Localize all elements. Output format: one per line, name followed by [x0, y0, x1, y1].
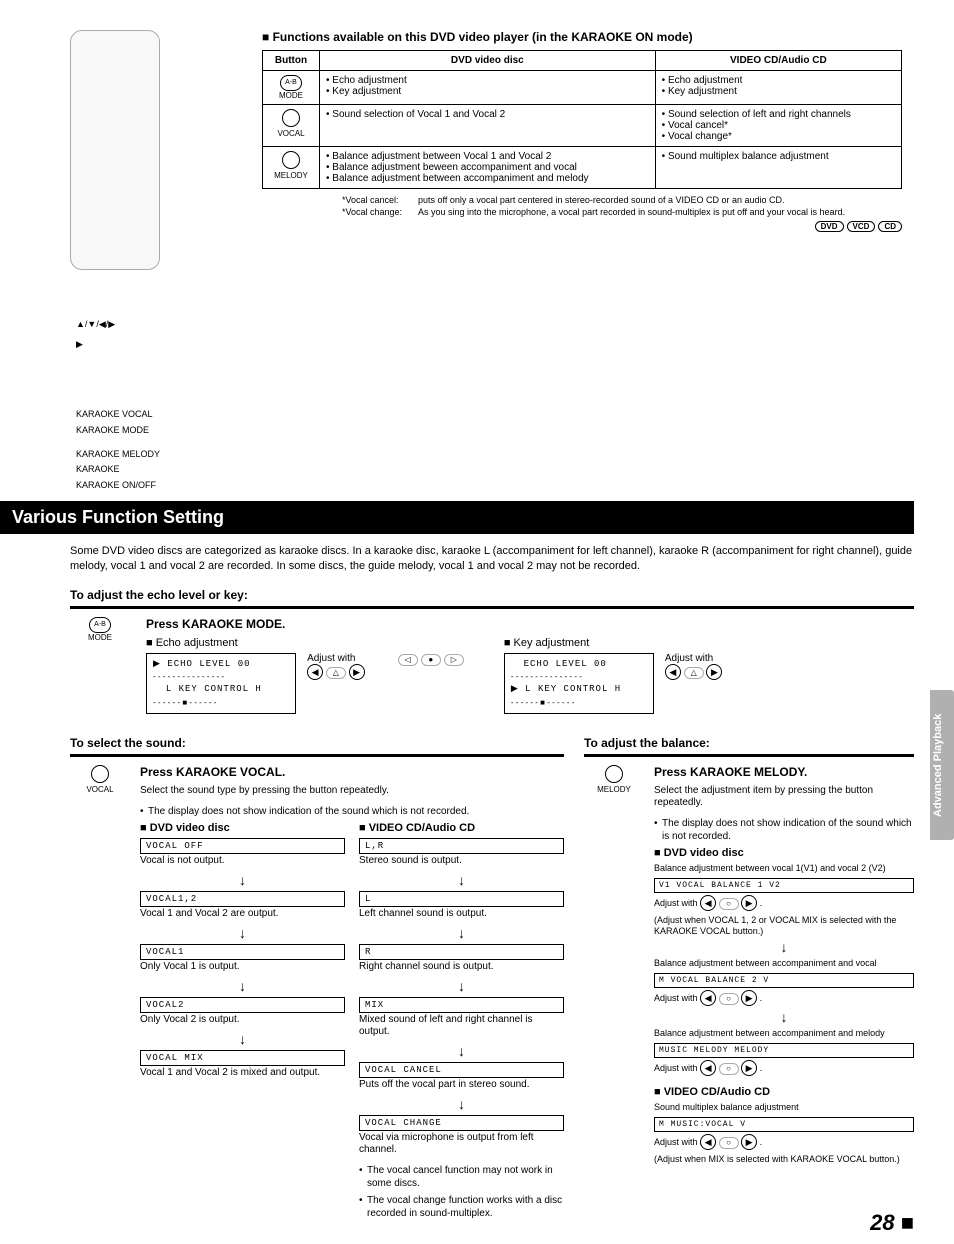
flow-item: RRight channel sound is output. [359, 944, 564, 973]
balance-cd-title: VIDEO CD/Audio CD [654, 1086, 914, 1098]
balance-cd-box: M MUSIC:VOCAL V [654, 1117, 914, 1132]
remote-play-label: ▶ [76, 340, 160, 350]
key-adj-title: Key adjustment [504, 637, 723, 649]
echo-display: ▶ ECHO LEVEL 00 - - - - - - - - - - - - … [146, 653, 296, 714]
remote-label-1: KARAOKE MODE [76, 426, 160, 436]
up-nav-icon: △ [326, 667, 346, 679]
flow-item: VOCAL2Only Vocal 2 is output. [140, 997, 345, 1026]
mode-button-icon: A-B [89, 617, 111, 633]
melody-button-icon [605, 765, 623, 783]
remote-label-2: KARAOKE MELODY [76, 450, 160, 460]
sound-dvd-title: DVD video disc [140, 822, 345, 834]
balance-heading: To adjust the balance: [584, 736, 914, 750]
balance-desc: Select the adjustment item by pressing t… [654, 785, 914, 809]
intro-text: Some DVD video discs are categorized as … [70, 544, 914, 574]
balance-cd-post: (Adjust when MIX is selected with KARAOK… [654, 1154, 914, 1165]
mode-button-label: MODE [88, 633, 112, 642]
echo-adj-title: Echo adjustment [146, 637, 464, 649]
remote-arrows-label: ▲/▼/◀/▶ [76, 320, 160, 330]
balance-dvd-title: DVD video disc [654, 847, 914, 859]
function-table: Button DVD video disc VIDEO CD/Audio CD … [262, 50, 902, 189]
key-display: ECHO LEVEL 00 - - - - - - - - - - - - - … [504, 653, 654, 714]
remote-diagram: ▲/▼/◀/▶ ▶ KARAOKE VOCAL KARAOKE MODE KAR… [70, 30, 250, 491]
footnotes: *Vocal cancel:puts off only a vocal part… [342, 195, 902, 217]
function-table-title: Functions available on this DVD video pl… [262, 30, 902, 44]
melody-button-label: MELODY [597, 785, 631, 794]
flow-item: MIXMixed sound of left and right channel… [359, 997, 564, 1038]
press-karaoke-vocal: Press KARAOKE VOCAL. [140, 765, 564, 779]
section-heading: Various Function Setting [0, 501, 914, 534]
page-number: 28 [870, 1210, 914, 1236]
flow-item: VOCAL CANCELPuts off the vocal part in s… [359, 1062, 564, 1091]
flow-item: VOCAL CHANGEVocal via microphone is outp… [359, 1115, 564, 1156]
side-tab: Advanced Playback [930, 690, 954, 840]
flow-item: VOCAL MIXVocal 1 and Vocal 2 is mixed an… [140, 1050, 345, 1079]
sound-cd-title: VIDEO CD/Audio CD [359, 822, 564, 834]
function-table-block: Functions available on this DVD video pl… [262, 30, 902, 491]
center-icon: ● [421, 654, 441, 666]
vocal-button-icon [91, 765, 109, 783]
press-karaoke-mode: Press KARAOKE MODE. [146, 617, 914, 631]
key-adjust-with: Adjust with [665, 653, 713, 664]
flow-item: VOCAL1Only Vocal 1 is output. [140, 944, 345, 973]
remote-label-0: KARAOKE VOCAL [76, 410, 160, 420]
press-karaoke-melody: Press KARAOKE MELODY. [654, 765, 914, 779]
sound-section: To select the sound: VOCAL Press KARAOKE… [70, 728, 564, 1224]
remote-label-3: KARAOKE [76, 465, 160, 475]
top-area: ▲/▼/◀/▶ ▶ KARAOKE VOCAL KARAOKE MODE KAR… [70, 30, 914, 491]
th-cd: VIDEO CD/Audio CD [655, 51, 901, 71]
flow-item: L,RStereo sound is output. [359, 838, 564, 867]
th-dvd: DVD video disc [320, 51, 656, 71]
balance-note: The display does not show indication of … [654, 817, 914, 843]
sound-heading: To select the sound: [70, 736, 564, 750]
flow-item: LLeft channel sound is output. [359, 891, 564, 920]
sound-desc: Select the sound type by pressing the bu… [140, 785, 564, 797]
balance-cd-pre: Sound multiplex balance adjustment [654, 1102, 914, 1113]
disc-badges: DVDVCDCD [262, 221, 902, 232]
left-nav-icon: ◀ [307, 664, 323, 680]
vocal-button-label: VOCAL [86, 785, 113, 794]
echo-heading: To adjust the echo level or key: [70, 588, 914, 602]
remote-label-4: KARAOKE ON/OFF [76, 481, 160, 491]
echo-adjust-with: Adjust with [307, 653, 355, 664]
remote-outline [70, 30, 160, 270]
th-button: Button [263, 51, 320, 71]
flow-item: VOCAL1,2Vocal 1 and Vocal 2 are output. [140, 891, 345, 920]
flow-item: VOCAL OFFVocal is not output. [140, 838, 345, 867]
echo-block: A-B MODE Press KARAOKE MODE. Echo adjust… [70, 617, 914, 714]
up-nav-icon-2: △ [684, 667, 704, 679]
sound-note: The display does not show indication of … [140, 805, 564, 818]
right-nav-icon-2: ▶ [706, 664, 722, 680]
balance-section: To adjust the balance: MELODY Press KARA… [584, 728, 914, 1224]
left-nav-icon-2: ◀ [665, 664, 681, 680]
right-nav-icon: ▶ [349, 664, 365, 680]
